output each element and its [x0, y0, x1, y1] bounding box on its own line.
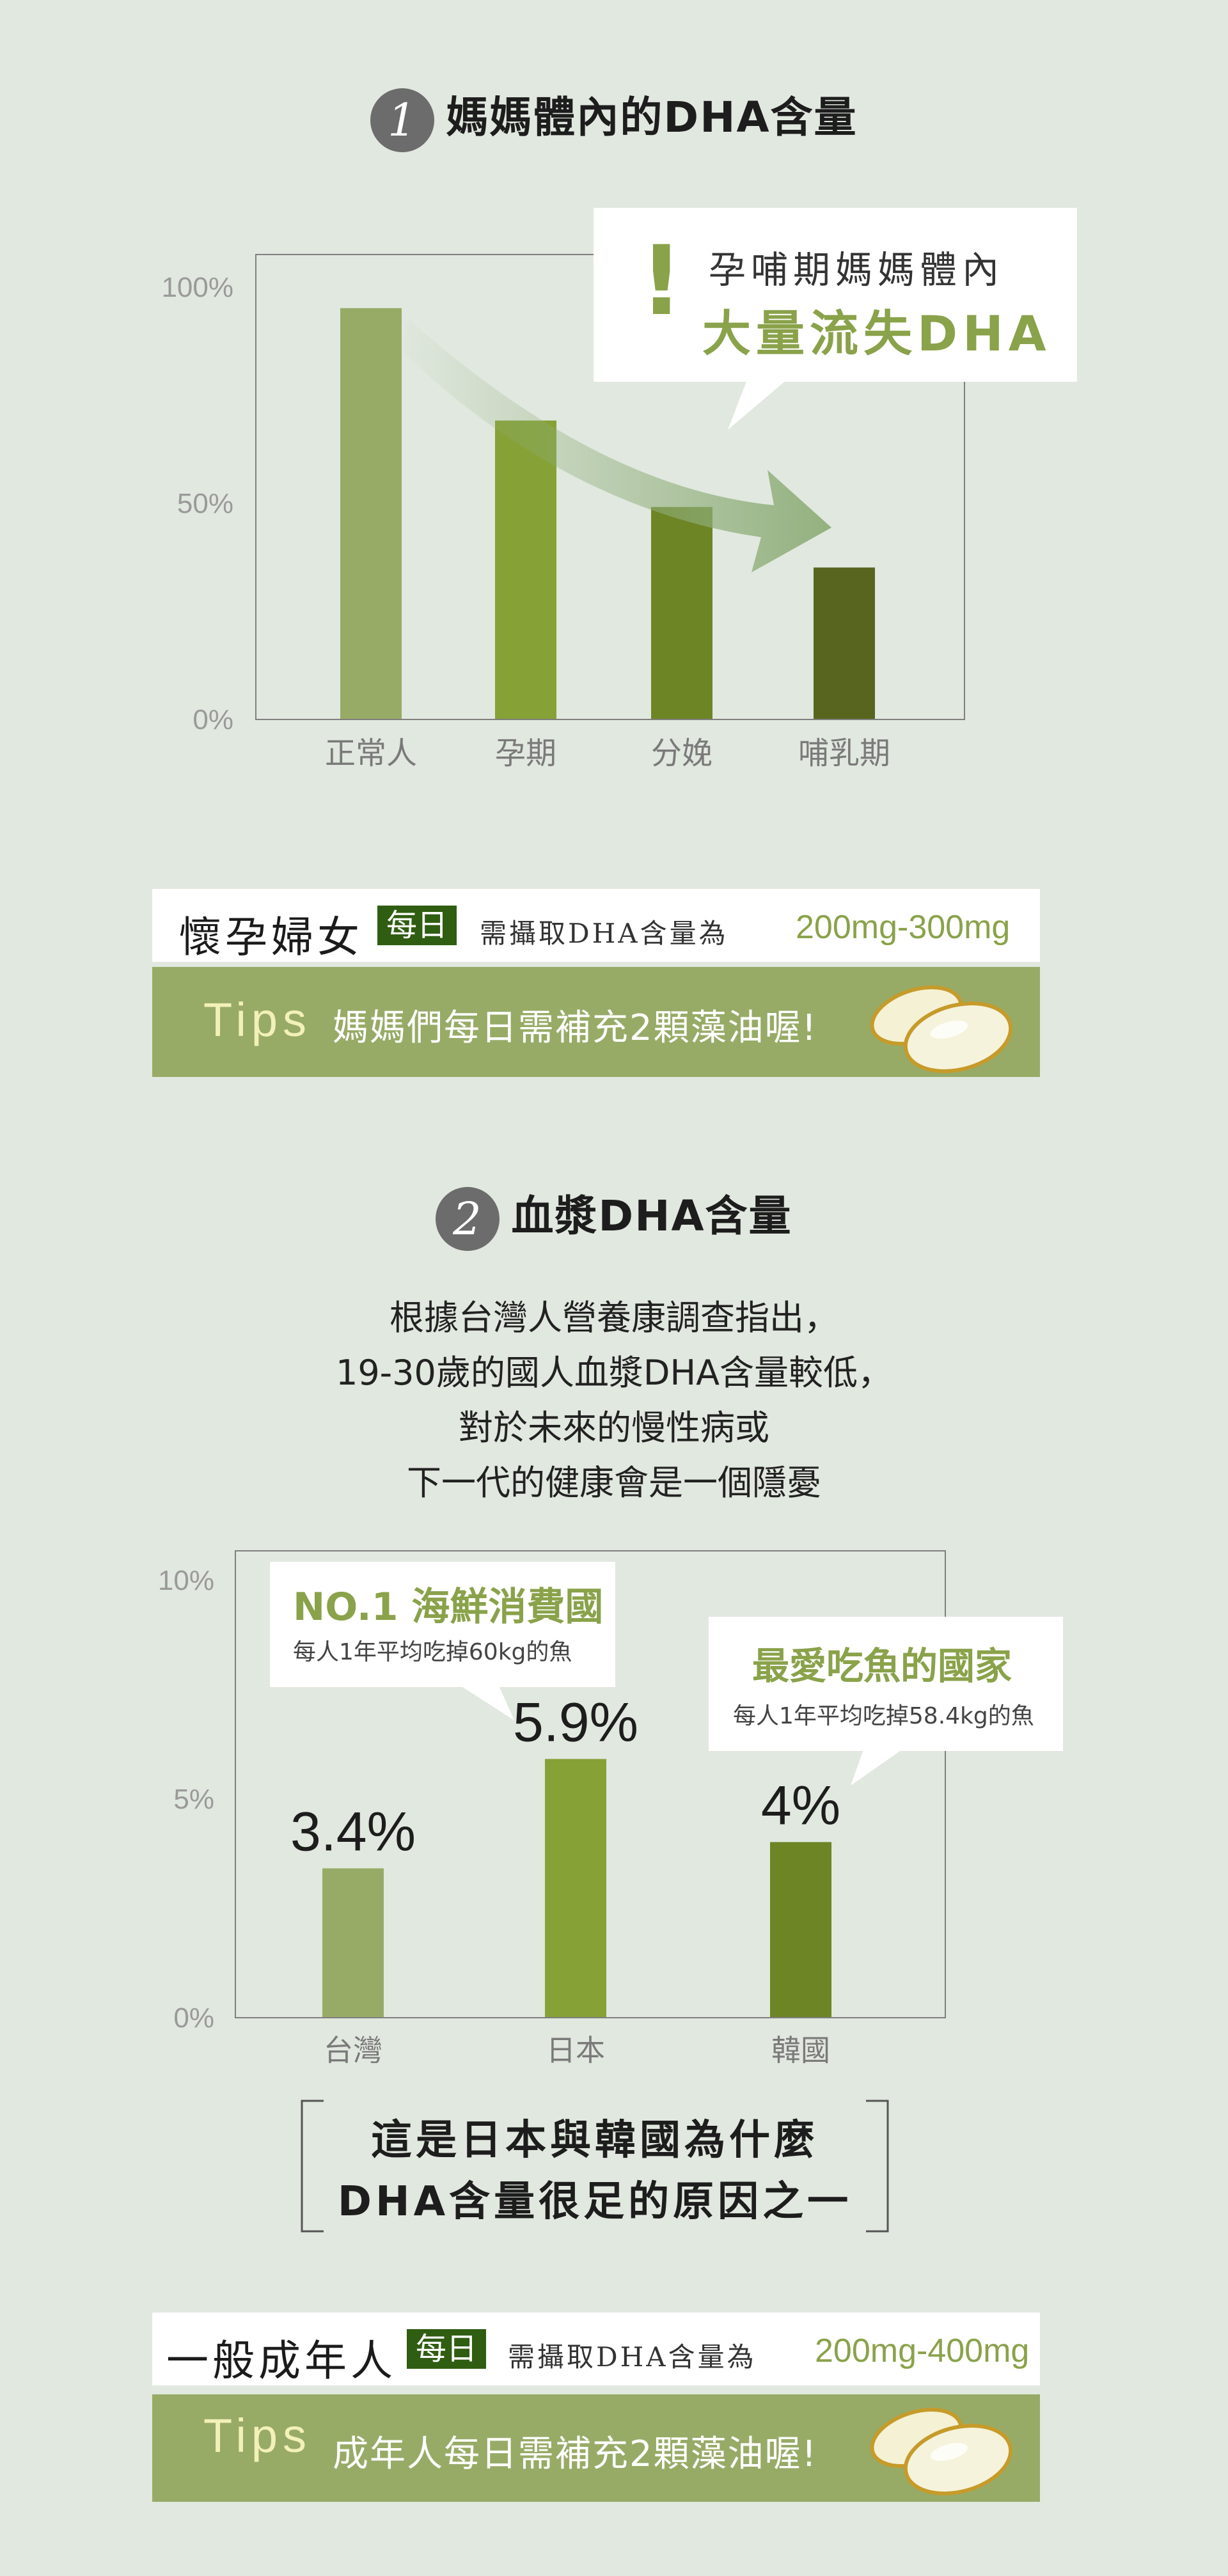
x-tick-label: 台灣 [324, 2033, 382, 2068]
korea-callout: 最愛吃魚的國家 每人1年平均吃掉58.4kg的魚 [709, 1617, 1063, 1751]
daily-badge: 每日 [407, 2329, 487, 2369]
section-number-badge: 2 [436, 1186, 500, 1251]
daily-badge: 每日 [377, 906, 457, 945]
mother-dha-callout: ! 孕哺期媽媽體內 大量流失DHA [594, 208, 1077, 382]
reason-statement: 這是日本與韓國為什麼 DHA含量很足的原因之一 [301, 2100, 889, 2233]
value-label: 5.9% [513, 1692, 638, 1753]
japan-callout: NO.1 海鮮消費國 每人1年平均吃掉60kg的魚 [270, 1562, 615, 1687]
japan-callout-title: NO.1 海鮮消費國 [293, 1585, 604, 1630]
paragraph-line: 19-30歲的國人血漿DHA含量較低， [335, 1353, 893, 1393]
bar-3 [770, 1842, 831, 2017]
paragraph-line: 下一代的健康會是一個隱憂 [407, 1463, 821, 1503]
value-label: 4% [761, 1775, 840, 1836]
section-number-badge: 1 [370, 88, 435, 152]
dha-mother-chart: 正常人 孕期 分娩 哺乳期 100% 50% 0% [161, 254, 965, 771]
algae-oil-capsule-icon [870, 2407, 1013, 2495]
bar-1 [340, 308, 402, 719]
reason-line1: 這是日本與韓國為什麼 [371, 2117, 819, 2164]
intake-text: 需攝取DHA含量為 [508, 2341, 757, 2373]
adult-intake-row: 一般成年人 每日 需攝取DHA含量為 200mg-400mg [152, 2313, 1040, 2385]
callout-pointer [728, 380, 787, 430]
pregnant-tips: Tips 媽媽們每日需補充2顆藻油喔! [152, 967, 1040, 1077]
intake-range: 200mg-300mg [796, 909, 1011, 946]
adult-label: 一般成年人 [166, 2336, 397, 2385]
pregnant-intake-row: 懷孕婦女 每日 需攝取DHA含量為 200mg-300mg [152, 889, 1040, 962]
section2-title: 2 血漿DHA含量 [0, 1182, 1228, 1251]
y-tick-label: 0% [193, 704, 233, 735]
korea-callout-title: 最愛吃魚的國家 [752, 1644, 1012, 1688]
bracket-frame [301, 2100, 889, 2233]
bar-4 [814, 567, 875, 719]
japan-callout-pointer [460, 1686, 514, 1720]
japan-callout-sub: 每人1年平均吃掉60kg的魚 [293, 1639, 572, 1665]
x-tick-label: 分娩 [651, 735, 712, 771]
algae-oil-capsule-icon [870, 985, 1013, 1073]
y-tick-label: 5% [173, 1784, 214, 1815]
intake-range: 200mg-400mg [815, 2332, 1030, 2369]
bar-3 [651, 507, 712, 719]
section1-title: 1 媽媽體內的DHA含量 [0, 83, 1228, 152]
bar-2 [495, 420, 556, 719]
decline-arrow [397, 320, 831, 572]
x-tick-label: 韓國 [771, 2033, 830, 2068]
x-tick-label: 孕期 [495, 735, 556, 771]
exclamation-icon: ! [640, 226, 684, 337]
survey-paragraph: 根據台灣人營養康調查指出， 19-30歲的國人血漿DHA含量較低， 對於未來的慢… [0, 1291, 1228, 1511]
section2-title-text: 血漿DHA含量 [511, 1191, 792, 1241]
section1-title-text: 媽媽體內的DHA含量 [446, 93, 858, 142]
value-label: 3.4% [290, 1801, 416, 1862]
paragraph-line: 根據台灣人營養康調查指出， [390, 1298, 838, 1338]
bar-1 [322, 1868, 384, 2017]
y-tick-label: 50% [177, 488, 233, 519]
x-tick-label: 正常人 [325, 735, 417, 771]
callout-line1: 孕哺期媽媽體內 [709, 248, 1005, 292]
x-tick-label: 日本 [546, 2033, 605, 2068]
pregnant-label: 懷孕婦女 [179, 913, 363, 962]
y-tick-label: 100% [161, 272, 233, 303]
tips-text: 成年人每日需補充2顆藻油喔! [333, 2433, 818, 2475]
y-tick-label: 0% [173, 2002, 214, 2034]
x-tick-label: 哺乳期 [798, 735, 890, 771]
tips-label: Tips [203, 993, 312, 1046]
korea-callout-sub: 每人1年平均吃掉58.4kg的魚 [733, 1703, 1034, 1729]
paragraph-line: 對於未來的慢性病或 [459, 1408, 769, 1448]
callout-line2: 大量流失DHA [702, 305, 1051, 362]
reason-line2: DHA含量很足的原因之一 [337, 2178, 853, 2226]
intake-text: 需攝取DHA含量為 [480, 918, 728, 949]
tips-label: Tips [203, 2409, 312, 2462]
adult-tips: Tips 成年人每日需補充2顆藻油喔! [152, 2394, 1040, 2502]
bar-2 [545, 1759, 606, 2017]
y-tick-label: 10% [158, 1565, 214, 1596]
korea-callout-pointer [851, 1750, 902, 1786]
tips-text: 媽媽們每日需補充2顆藻油喔! [333, 1007, 818, 1049]
